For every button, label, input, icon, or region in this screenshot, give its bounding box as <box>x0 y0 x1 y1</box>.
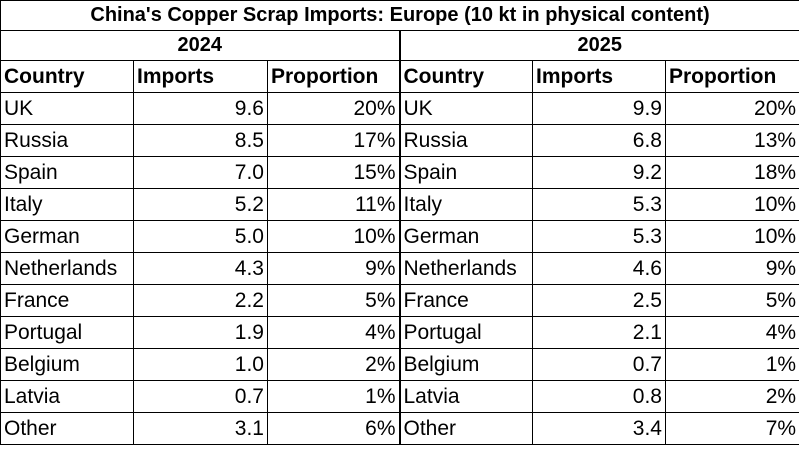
country-cell: Belgium <box>0 348 134 381</box>
year-header: 2025 <box>398 30 799 61</box>
value-cell: 5.0 <box>133 220 268 253</box>
value-cell: 5% <box>664 284 799 317</box>
value-cell: 0.7 <box>133 380 268 413</box>
value-cell: 10% <box>267 220 401 253</box>
value-cell: 2% <box>267 348 401 381</box>
data-row: Belgium 1.0 2% Belgium 0.7 1% <box>0 348 799 381</box>
value-cell: 2.1 <box>532 316 666 349</box>
value-cell: 10% <box>664 220 799 253</box>
column-header: Country <box>399 60 533 93</box>
year-header: 2024 <box>0 30 401 61</box>
value-cell: 18% <box>664 156 799 189</box>
value-cell: 7.0 <box>133 156 268 189</box>
data-row: Latvia 0.7 1% Latvia 0.8 2% <box>0 380 799 413</box>
value-cell: 5% <box>267 284 401 317</box>
country-cell: Russia <box>399 124 533 157</box>
country-cell: Italy <box>399 188 533 221</box>
country-cell: Belgium <box>399 348 533 381</box>
value-cell: 5.3 <box>532 188 666 221</box>
value-cell: 4% <box>664 316 799 349</box>
value-cell: 17% <box>267 124 401 157</box>
value-cell: 1% <box>664 348 799 381</box>
value-cell: 4% <box>267 316 401 349</box>
country-cell: Portugal <box>0 316 134 349</box>
data-row: Other 3.1 6% Other 3.4 7% <box>0 412 799 445</box>
data-row: Netherlands 4.3 9% Netherlands 4.6 9% <box>0 252 799 285</box>
value-cell: 20% <box>267 92 401 125</box>
value-cell: 1% <box>267 380 401 413</box>
value-cell: 10% <box>664 188 799 221</box>
value-cell: 2.2 <box>133 284 268 317</box>
value-cell: 20% <box>664 92 799 125</box>
value-cell: 0.7 <box>532 348 666 381</box>
value-cell: 2.5 <box>532 284 666 317</box>
value-cell: 9.6 <box>133 92 268 125</box>
value-cell: 7% <box>664 412 799 445</box>
value-cell: 3.1 <box>133 412 268 445</box>
value-cell: 5.2 <box>133 188 268 221</box>
country-cell: Spain <box>0 156 134 189</box>
country-cell: Latvia <box>0 380 134 413</box>
country-cell: Other <box>0 412 134 445</box>
value-cell: 9.2 <box>532 156 666 189</box>
table-body: China's Copper Scrap Imports: Europe (10… <box>0 0 799 445</box>
data-row: Spain 7.0 15% Spain 9.2 18% <box>0 156 799 189</box>
country-cell: UK <box>0 92 134 125</box>
country-cell: Spain <box>399 156 533 189</box>
country-cell: Russia <box>0 124 134 157</box>
value-cell: 13% <box>664 124 799 157</box>
value-cell: 8.5 <box>133 124 268 157</box>
value-cell: 1.9 <box>133 316 268 349</box>
value-cell: 2% <box>664 380 799 413</box>
country-cell: Netherlands <box>399 252 533 285</box>
country-cell: UK <box>399 92 533 125</box>
value-cell: 4.3 <box>133 252 268 285</box>
country-cell: Portugal <box>399 316 533 349</box>
value-cell: 9.9 <box>532 92 666 125</box>
value-cell: 0.8 <box>532 380 666 413</box>
title-row: China's Copper Scrap Imports: Europe (10… <box>0 0 799 31</box>
country-cell: Italy <box>0 188 134 221</box>
value-cell: 11% <box>267 188 401 221</box>
value-cell: 3.4 <box>532 412 666 445</box>
column-header: Proportion <box>267 60 401 93</box>
year-row: 2024 2025 <box>0 30 799 61</box>
value-cell: 9% <box>664 252 799 285</box>
country-cell: German <box>0 220 134 253</box>
value-cell: 4.6 <box>532 252 666 285</box>
imports-table: China's Copper Scrap Imports: Europe (10… <box>0 0 799 445</box>
column-header-row: Country Imports Proportion Country Imports Pr… <box>0 60 799 93</box>
data-row: German 5.0 10% German 5.3 10% <box>0 220 799 253</box>
country-cell: German <box>399 220 533 253</box>
country-cell: Latvia <box>399 380 533 413</box>
country-cell: France <box>399 284 533 317</box>
column-header: Country <box>0 60 134 93</box>
value-cell: 1.0 <box>133 348 268 381</box>
data-row: Italy 5.2 11% Italy 5.3 10% <box>0 188 799 221</box>
value-cell: 5.3 <box>532 220 666 253</box>
value-cell: 6% <box>267 412 401 445</box>
column-header: Imports <box>133 60 268 93</box>
data-row: France 2.2 5% France 2.5 5% <box>0 284 799 317</box>
column-header: Imports <box>532 60 666 93</box>
data-row: Portugal 1.9 4% Portugal 2.1 4% <box>0 316 799 349</box>
table-title: China's Copper Scrap Imports: Europe (10… <box>0 0 799 31</box>
data-row: Russia 8.5 17% Russia 6.8 13% <box>0 124 799 157</box>
value-cell: 15% <box>267 156 401 189</box>
country-cell: Other <box>399 412 533 445</box>
value-cell: 6.8 <box>532 124 666 157</box>
value-cell: 9% <box>267 252 401 285</box>
country-cell: France <box>0 284 134 317</box>
country-cell: Netherlands <box>0 252 134 285</box>
column-header: Proportion <box>664 60 799 93</box>
data-row: UK 9.6 20% UK 9.9 20% <box>0 92 799 125</box>
